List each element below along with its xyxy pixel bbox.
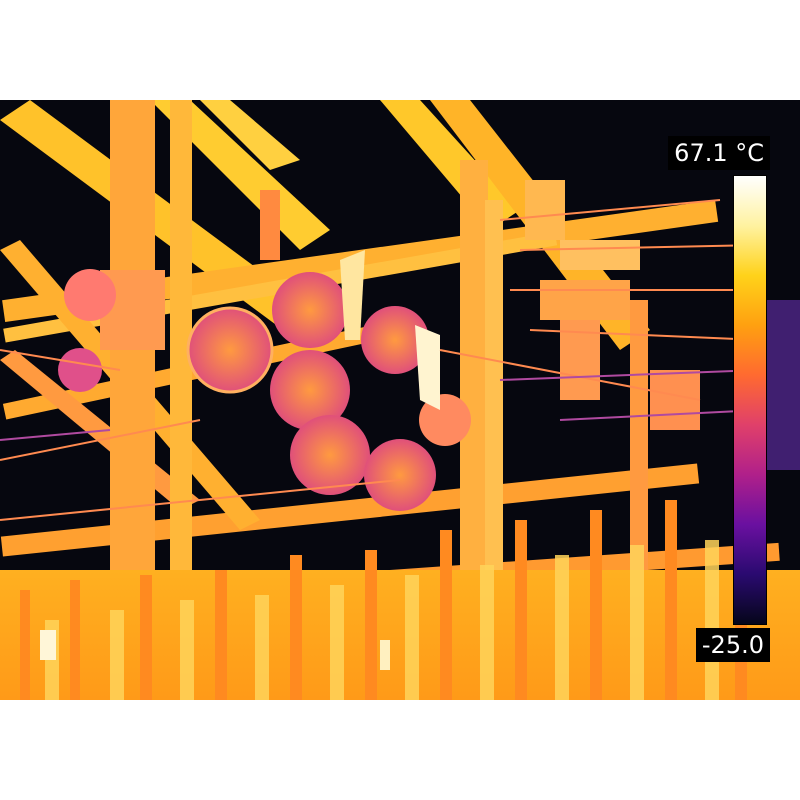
scale-min-label: -25.0 [695,628,770,662]
substation-thermal-scene [0,100,800,700]
thermal-image [0,100,800,700]
temperature-color-scale-bar [733,175,767,625]
scale-max-label: 67.1 °C [668,136,770,170]
